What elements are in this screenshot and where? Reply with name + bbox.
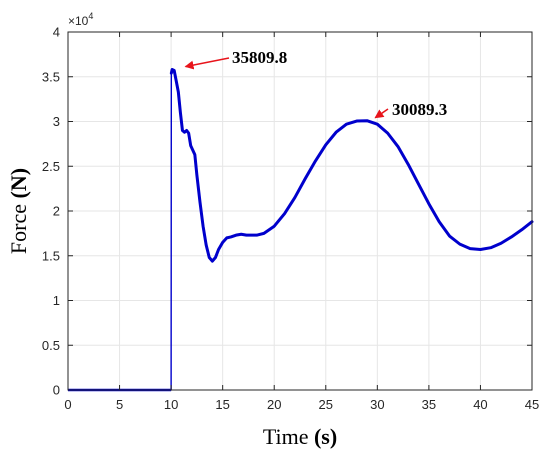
y-tick-label: 3.5 [42, 69, 60, 84]
y-tick-label: 1 [53, 293, 60, 308]
annotation-label: 30089.3 [392, 100, 447, 119]
y-axis-title-main: Force [6, 204, 31, 254]
x-tick-label: 0 [64, 397, 71, 412]
x-tick-label: 30 [370, 397, 384, 412]
grid [68, 32, 532, 390]
series-line [169, 68, 534, 263]
annotations: 35809.8 30089.3 [184, 48, 447, 119]
y-tick-label: 2.5 [42, 159, 60, 174]
x-axis-title: Time (s) [263, 424, 337, 449]
y-axis-title: Force (N) [6, 168, 31, 254]
y-tick-label: 4 [53, 25, 60, 40]
annotation-arrow [374, 108, 389, 119]
x-tick-label: 45 [525, 397, 539, 412]
y-tick-label: 1.5 [42, 248, 60, 263]
x-tick-label: 10 [164, 397, 178, 412]
x-tick-label: 15 [215, 397, 229, 412]
tick-labels: 0 5 10 15 20 25 30 35 40 45 0 0.5 1 1.5 2 2.5 3 3.5 4 [42, 25, 539, 413]
y-tick-label: 0.5 [42, 338, 60, 353]
y-multiplier: ×104 [68, 11, 93, 28]
y-tick-label: 0 [53, 383, 60, 398]
x-tick-label: 40 [473, 397, 487, 412]
y-axis-title-unit: (N) [6, 168, 31, 199]
x-tick-label: 25 [319, 397, 333, 412]
annotation-arrow [184, 57, 230, 70]
x-tick-label: 35 [422, 397, 436, 412]
x-axis-title-main: Time [263, 424, 309, 449]
x-tick-label: 20 [267, 397, 281, 412]
x-tick-label: 5 [116, 397, 123, 412]
annotation-label: 35809.8 [232, 48, 287, 67]
x-axis-title-unit: (s) [314, 424, 337, 449]
y-tick-label: 3 [53, 114, 60, 129]
ticks [67, 31, 533, 391]
y-tick-label: 2 [53, 204, 60, 219]
